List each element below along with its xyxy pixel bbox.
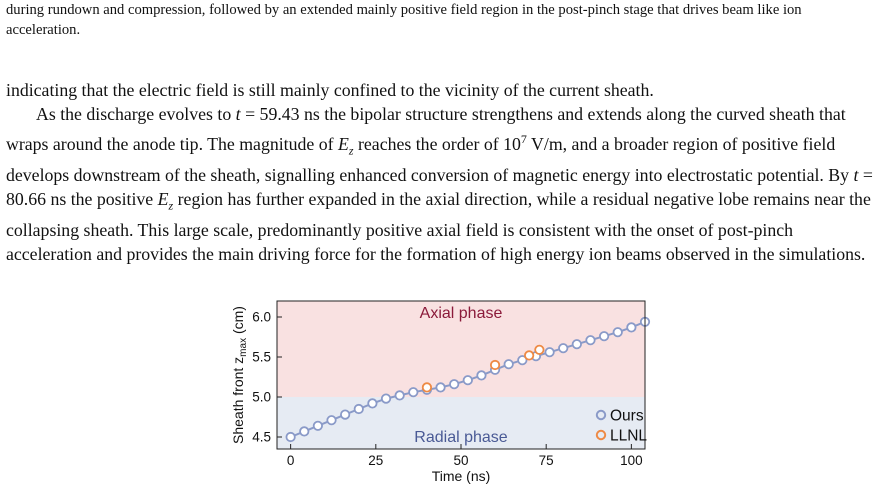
ours-data-point — [312, 420, 323, 431]
time-value-1: 59.43 — [259, 104, 300, 125]
paragraph-2-part-3: reaches the order of — [353, 133, 504, 154]
ours-data-point — [380, 393, 392, 404]
figure-caption: during rundown and compression, followed… — [6, 2, 802, 38]
y-tick-label: 5.5 — [252, 350, 271, 365]
llnl-data-point — [534, 344, 545, 355]
paragraph-2-part-5: ns the positive — [46, 189, 158, 210]
paragraph-2: As the discharge evolves to t = 59.43 ns… — [6, 104, 873, 265]
ours-data-point — [612, 327, 623, 338]
y-tick-label: 4.5 — [252, 430, 271, 445]
ours-data-point — [394, 390, 405, 401]
llnl-data-point — [524, 350, 535, 361]
ours-data-point — [449, 379, 460, 390]
legend-llnl-marker — [595, 429, 607, 441]
ours-data-point — [585, 335, 596, 346]
x-tick-label: 100 — [620, 453, 643, 468]
y-axis-label-suffix: (cm) — [230, 306, 246, 338]
chart-legend: Ours LLNL — [595, 408, 647, 445]
ours-data-point — [476, 370, 487, 381]
magnitude-unit: V/m — [531, 133, 563, 154]
ours-data-point — [599, 331, 610, 342]
ours-data-point — [544, 347, 555, 358]
time-value-2: 80.66 — [6, 189, 47, 210]
paragraph-2-part-2: ns the bipolar structure strengthens and… — [6, 104, 846, 154]
x-tick-label: 50 — [453, 453, 468, 468]
y-axis-label-subscript: max — [238, 338, 249, 357]
ours-data-point — [571, 339, 582, 350]
magnitude-exponent: 7 — [520, 131, 527, 146]
paragraph-2-part-6: region has further expanded in the axial… — [6, 189, 871, 265]
ours-data-point — [285, 431, 296, 443]
legend-ours-label: Ours — [610, 408, 644, 425]
ours-data-point — [299, 426, 310, 437]
paragraph-1: indicating that the electric field is st… — [6, 80, 654, 100]
y-tick-label: 5.0 — [252, 390, 271, 405]
ours-data-point — [558, 343, 569, 354]
paragraph-2-part-4: , and a broader region of positive field… — [6, 133, 854, 185]
ours-data-point — [408, 387, 419, 398]
x-tick-label: 75 — [539, 453, 554, 468]
plot-frame — [276, 300, 646, 450]
x-tick-label: 25 — [368, 453, 383, 468]
ours-data-point — [462, 375, 473, 386]
axial-phase-label: Axial phase — [420, 305, 503, 322]
axial-phase-region — [277, 301, 645, 397]
ours-data-point — [503, 359, 514, 370]
body-text: indicating that the electric field is st… — [6, 78, 876, 267]
llnl-data-point — [421, 382, 433, 393]
x-tick-label: 0 — [287, 453, 295, 468]
radial-phase-label: Radial phase — [414, 429, 508, 446]
legend-ours-marker — [595, 409, 607, 421]
llnl-data-point — [489, 359, 501, 371]
ours-data-point — [353, 403, 364, 415]
legend-llnl-label: LLNL — [610, 428, 647, 445]
ours-data-point — [326, 415, 337, 426]
paragraph-2-part-1: As the discharge evolves to — [36, 104, 236, 125]
y-axis-label: Sheath front zmax (cm) — [230, 306, 249, 444]
sheath-front-chart: 0 25 50 75 100 4.5 5.0 5.5 6.0 Axial phase Radia… — [225, 293, 655, 490]
ours-data-point — [435, 382, 446, 393]
ours-data-point — [517, 355, 528, 366]
ours-data-point — [340, 409, 351, 420]
chart-svg: 0 25 50 75 100 4.5 5.0 5.5 6.0 Axial phase Radia… — [230, 300, 651, 484]
y-axis-label-prefix: Sheath front z — [230, 357, 246, 444]
ours-data-point — [367, 398, 378, 409]
x-axis-label: Time (ns) — [432, 468, 491, 484]
axis-ticks: 0 25 50 75 100 4.5 5.0 5.5 6.0 — [252, 310, 642, 469]
ours-data-point — [626, 322, 637, 333]
y-tick-label: 6.0 — [252, 310, 271, 325]
radial-phase-region — [277, 397, 645, 449]
